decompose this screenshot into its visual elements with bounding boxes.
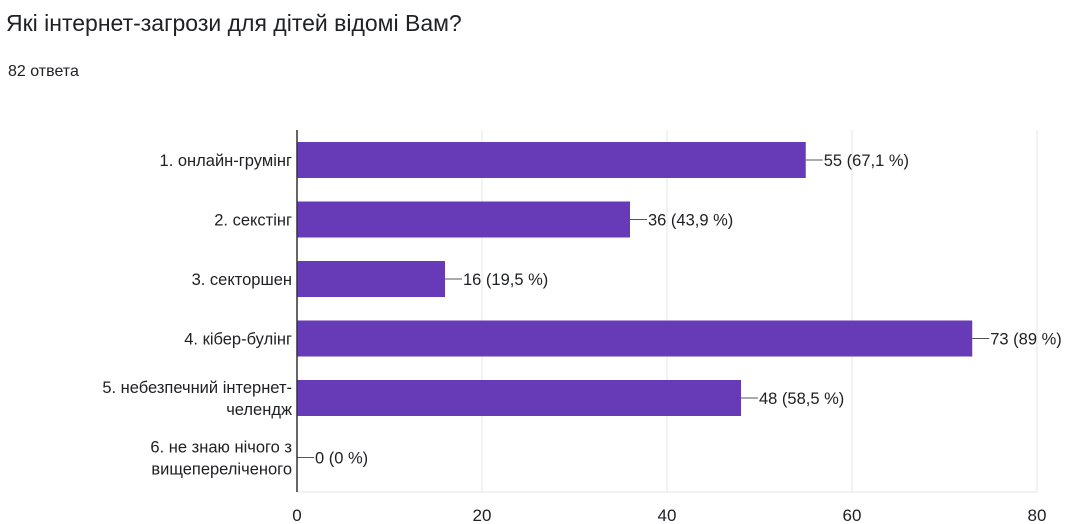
category-label: 2. секстінг [214,212,292,230]
value-label: 0 (0 %) [315,450,368,468]
category-label: 5. небезпечний інтернет-челендж [102,379,292,419]
question-title: Які інтернет-загрози для дітей відомі Ва… [6,10,462,36]
bar [297,142,806,178]
x-tick-label: 60 [843,506,862,524]
response-count: 82 ответа [8,63,79,80]
x-tick-label: 40 [658,506,677,524]
category-label: 3. секторшен [192,271,292,289]
x-tick-label: 80 [1028,506,1047,524]
bar [297,201,630,238]
value-label: 48 (58,5 %) [759,390,844,408]
category-label: 4. кібер-булінг [184,331,292,349]
bar [297,261,445,297]
chart-bars [297,142,973,416]
chart-labels: 0 20 40 60 80 1. онлайн-грумінг 55 (67,1 %) 2. … [102,152,1061,524]
category-label: 1. онлайн-грумінг [160,152,292,170]
x-tick-label: 0 [292,506,301,524]
value-label: 16 (19,5 %) [463,271,548,289]
chart-gridlines [297,130,1038,493]
x-tick-label: 20 [473,506,492,524]
bar [297,320,973,357]
value-label: 36 (43,9 %) [648,212,733,230]
value-label: 73 (89 %) [990,331,1062,349]
bar [297,380,741,416]
value-label: 55 (67,1 %) [824,152,909,170]
category-label: 6. не знаю нічого з вищепереліченого [150,439,292,479]
